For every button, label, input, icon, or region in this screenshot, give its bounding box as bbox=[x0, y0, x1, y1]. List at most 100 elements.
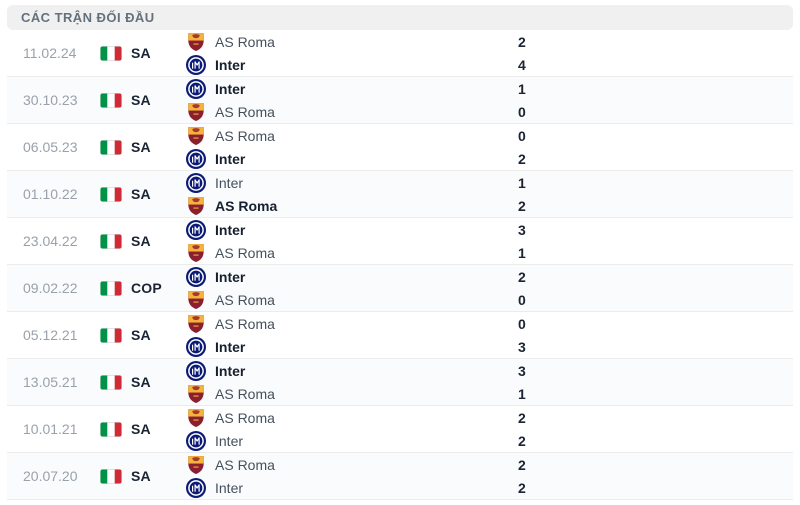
competition-code: COP bbox=[131, 280, 162, 296]
as-roma-logo-icon bbox=[188, 243, 204, 262]
match-date: 23.04.22 bbox=[23, 233, 78, 249]
inter-logo-icon bbox=[186, 54, 206, 75]
team-name: AS Roma bbox=[215, 244, 275, 261]
teams-block: Inter 1 AS Roma 0 bbox=[186, 78, 540, 123]
team-name: Inter bbox=[215, 174, 244, 191]
team-name: AS Roma bbox=[215, 103, 275, 120]
competition-code: SA bbox=[131, 45, 151, 61]
match-row[interactable]: 13.05.21 SA Inter bbox=[7, 359, 793, 406]
team-name: Inter bbox=[215, 432, 244, 449]
as-roma-logo-icon bbox=[188, 290, 204, 309]
competition-code: SA bbox=[131, 92, 151, 108]
team-line: Inter 3 bbox=[186, 336, 540, 358]
team-line: AS Roma 0 bbox=[186, 101, 540, 123]
team-line: AS Roma 2 bbox=[186, 454, 540, 476]
team-score: 3 bbox=[518, 362, 526, 379]
team-name: AS Roma bbox=[215, 315, 275, 332]
team-score: 1 bbox=[518, 244, 526, 261]
match-row[interactable]: 30.10.23 SA Inter bbox=[7, 77, 793, 124]
inter-logo-icon bbox=[186, 430, 206, 451]
italy-flag-icon bbox=[100, 92, 122, 108]
team-line: AS Roma 0 bbox=[186, 313, 540, 335]
as-roma-logo-icon bbox=[188, 126, 204, 145]
team-line: Inter 1 bbox=[186, 172, 540, 194]
italy-flag-icon bbox=[100, 45, 122, 61]
competition-code: SA bbox=[131, 468, 151, 484]
match-date: 06.05.23 bbox=[23, 139, 78, 155]
as-roma-logo-icon bbox=[188, 455, 204, 474]
teams-block: Inter 3 AS Roma 1 bbox=[186, 360, 540, 405]
section-header: CÁC TRẬN ĐỐI ĐẦU bbox=[7, 5, 793, 30]
team-score: 2 bbox=[518, 456, 526, 473]
team-line: Inter 2 bbox=[186, 266, 540, 288]
inter-logo-icon bbox=[186, 266, 206, 287]
teams-block: AS Roma 2 Inter 2 bbox=[186, 407, 540, 452]
teams-block: AS Roma 0 Inter 3 bbox=[186, 313, 540, 358]
match-date: 30.10.23 bbox=[23, 92, 78, 108]
teams-block: Inter 1 AS Roma 2 bbox=[186, 172, 540, 217]
teams-block: Inter 3 AS Roma 1 bbox=[186, 219, 540, 264]
section-title: CÁC TRẬN ĐỐI ĐẦU bbox=[21, 10, 155, 25]
team-name: AS Roma bbox=[215, 385, 275, 402]
as-roma-logo-icon bbox=[188, 196, 204, 215]
team-score: 2 bbox=[518, 33, 526, 50]
inter-logo-icon bbox=[186, 219, 206, 240]
team-name: AS Roma bbox=[215, 127, 275, 144]
as-roma-logo-icon bbox=[188, 408, 204, 427]
team-line: Inter 2 bbox=[186, 148, 540, 170]
team-line: Inter 2 bbox=[186, 430, 540, 452]
match-row[interactable]: 20.07.20 SA AS Roma bbox=[7, 453, 793, 500]
match-row[interactable]: 01.10.22 SA Inter bbox=[7, 171, 793, 218]
match-row[interactable]: 09.02.22 COP Inter bbox=[7, 265, 793, 312]
team-score: 2 bbox=[518, 409, 526, 426]
team-line: AS Roma 0 bbox=[186, 289, 540, 311]
team-line: AS Roma 1 bbox=[186, 383, 540, 405]
team-name: AS Roma bbox=[215, 409, 275, 426]
match-date: 13.05.21 bbox=[23, 374, 78, 390]
team-score: 1 bbox=[518, 80, 526, 97]
competition-code: SA bbox=[131, 233, 151, 249]
italy-flag-icon bbox=[100, 374, 122, 390]
match-row[interactable]: 10.01.21 SA AS Roma bbox=[7, 406, 793, 453]
team-name: AS Roma bbox=[215, 33, 275, 50]
competition-code: SA bbox=[131, 186, 151, 202]
teams-block: AS Roma 0 Inter 2 bbox=[186, 125, 540, 170]
match-row[interactable]: 23.04.22 SA Inter bbox=[7, 218, 793, 265]
teams-block: AS Roma 2 Inter 4 bbox=[186, 31, 540, 76]
competition-code: SA bbox=[131, 421, 151, 437]
as-roma-logo-icon bbox=[188, 384, 204, 403]
italy-flag-icon bbox=[100, 327, 122, 343]
team-name: AS Roma bbox=[215, 197, 278, 214]
match-row[interactable]: 06.05.23 SA AS Roma bbox=[7, 124, 793, 171]
team-score: 2 bbox=[518, 197, 526, 214]
team-name: AS Roma bbox=[215, 291, 275, 308]
as-roma-logo-icon bbox=[188, 32, 204, 51]
match-row[interactable]: 11.02.24 SA AS Roma bbox=[7, 30, 793, 77]
team-line: Inter 3 bbox=[186, 219, 540, 241]
italy-flag-icon bbox=[100, 421, 122, 437]
team-name: Inter bbox=[215, 56, 246, 73]
match-date: 20.07.20 bbox=[23, 468, 78, 484]
as-roma-logo-icon bbox=[188, 102, 204, 121]
team-name: Inter bbox=[215, 268, 246, 285]
match-date: 01.10.22 bbox=[23, 186, 78, 202]
team-line: AS Roma 1 bbox=[186, 242, 540, 264]
italy-flag-icon bbox=[100, 280, 122, 296]
inter-logo-icon bbox=[186, 78, 206, 99]
team-line: AS Roma 2 bbox=[186, 195, 540, 217]
head-to-head-widget: CÁC TRẬN ĐỐI ĐẦU 11.02.24 SA bbox=[0, 5, 800, 500]
team-score: 2 bbox=[518, 268, 526, 285]
inter-logo-icon bbox=[186, 360, 206, 381]
match-row[interactable]: 05.12.21 SA AS Roma bbox=[7, 312, 793, 359]
team-score: 3 bbox=[518, 338, 526, 355]
team-line: AS Roma 0 bbox=[186, 125, 540, 147]
team-line: Inter 4 bbox=[186, 54, 540, 76]
team-score: 1 bbox=[518, 174, 526, 191]
team-score: 0 bbox=[518, 315, 526, 332]
competition-code: SA bbox=[131, 374, 151, 390]
match-list: 11.02.24 SA AS Roma bbox=[7, 30, 793, 500]
italy-flag-icon bbox=[100, 186, 122, 202]
inter-logo-icon bbox=[186, 336, 206, 357]
team-score: 0 bbox=[518, 127, 526, 144]
team-score: 4 bbox=[518, 56, 526, 73]
